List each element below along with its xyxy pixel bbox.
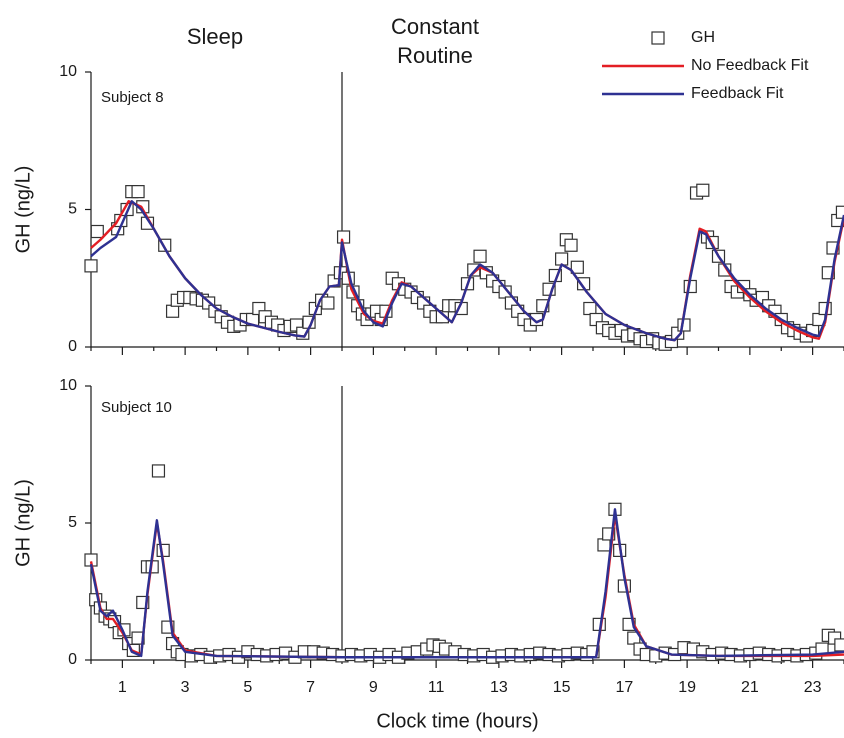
x-tick-label: 17 [615,679,633,696]
x-axis-label: Clock time (hours) [376,710,538,732]
fit-line [89,513,844,659]
legend-marker [651,31,665,45]
y-axis-label: GH (ng/L) [12,166,34,254]
annotation: Routine [397,43,473,68]
x-tick-label: 21 [741,679,759,696]
x-tick-label: 13 [490,679,508,696]
x-tick-label: 11 [428,679,445,696]
gh-point [696,183,710,197]
annotation: Constant [391,14,479,39]
x-tick-label: 15 [553,679,571,696]
annotation: Subject 8 [101,89,164,106]
x-tick-label: 23 [804,679,822,696]
y-axis-label: GH (ng/L) [12,479,34,567]
x-tick-label: 7 [306,679,315,696]
gh-point [151,464,166,478]
gh-point [131,185,145,199]
fit-line [90,200,844,342]
gh-point [473,249,487,263]
gh-point [165,304,180,318]
x-tick-label: 1 [118,679,127,696]
y-tick-label: 5 [68,514,77,531]
y-tick-label: 0 [68,338,77,355]
y-tick-label: 10 [59,377,77,394]
gh-point [597,538,611,552]
gh-point [570,260,584,274]
gh-point [84,259,98,273]
annotation: Subject 10 [101,399,172,416]
legend-label: No Feedback Fit [691,57,809,74]
gh-point [555,252,569,266]
x-tick-label: 3 [181,679,190,696]
gh-point [576,277,591,291]
gh-point [336,230,351,244]
gh-point [834,638,844,652]
legend-label: GH [691,29,715,46]
y-tick-label: 10 [59,63,77,80]
x-tick-label: 5 [243,679,252,696]
gh-point [90,224,104,239]
gh-point [564,238,578,252]
gh-point [321,296,335,310]
y-tick-label: 0 [68,651,77,668]
x-tick-label: 19 [678,679,696,696]
x-tick-label: 9 [369,679,378,696]
annotation: Sleep [187,24,243,49]
y-tick-label: 5 [68,201,77,218]
gh-point [583,301,597,316]
legend-label: Feedback Fit [691,85,784,102]
fit-line [89,508,844,659]
